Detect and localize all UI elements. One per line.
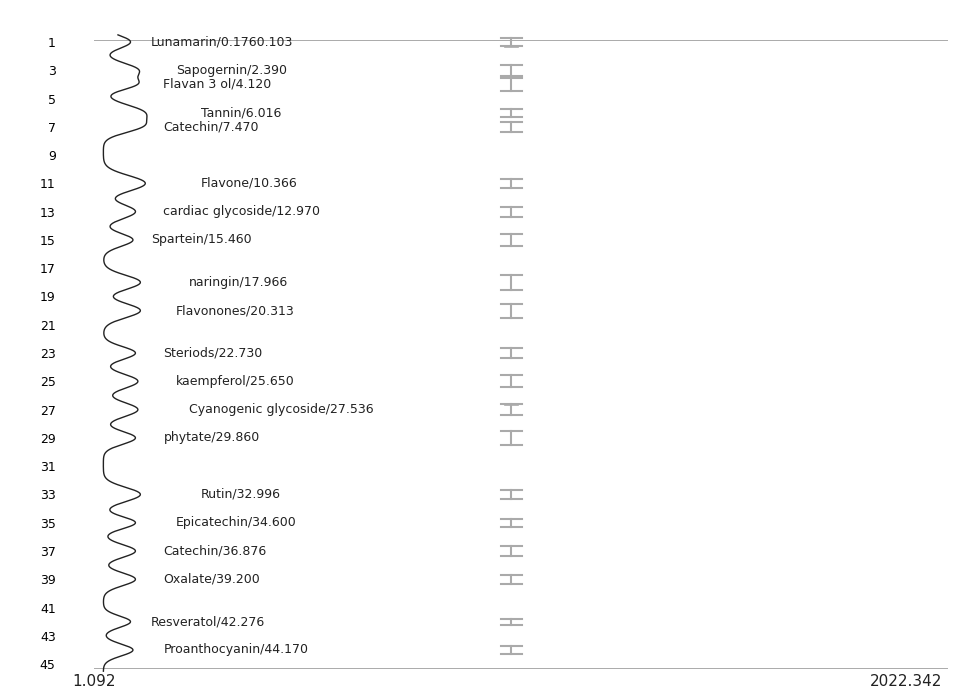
Text: phytate/29.860: phytate/29.860: [164, 432, 259, 444]
Text: Resveratol/42.276: Resveratol/42.276: [151, 615, 265, 628]
Text: Flavonones/20.313: Flavonones/20.313: [176, 304, 294, 317]
Text: Flavan 3 ol/4.120: Flavan 3 ol/4.120: [164, 78, 272, 91]
Text: Spartein/15.460: Spartein/15.460: [151, 234, 252, 247]
Text: Oxalate/39.200: Oxalate/39.200: [164, 573, 260, 586]
Text: Flavone/10.366: Flavone/10.366: [201, 177, 298, 190]
Text: 1.092: 1.092: [72, 674, 115, 689]
Text: cardiac glycoside/12.970: cardiac glycoside/12.970: [164, 205, 321, 218]
Text: Epicatechin/34.600: Epicatechin/34.600: [176, 516, 296, 529]
Text: Tannin/6.016: Tannin/6.016: [201, 106, 282, 119]
Text: Rutin/32.996: Rutin/32.996: [201, 488, 281, 501]
Text: 2022.342: 2022.342: [870, 674, 942, 689]
Text: Catechin/7.470: Catechin/7.470: [164, 120, 259, 133]
Text: Sapogernin/2.390: Sapogernin/2.390: [176, 64, 287, 76]
Text: Steriods/22.730: Steriods/22.730: [164, 347, 262, 359]
Text: kaempferol/25.650: kaempferol/25.650: [176, 375, 294, 388]
Text: Cyanogenic glycoside/27.536: Cyanogenic glycoside/27.536: [188, 403, 373, 416]
Text: Proanthocyanin/44.170: Proanthocyanin/44.170: [164, 644, 308, 657]
Text: Catechin/36.876: Catechin/36.876: [164, 544, 267, 557]
Text: naringin/17.966: naringin/17.966: [188, 276, 288, 289]
Text: Lunamarin/0.1760.103: Lunamarin/0.1760.103: [151, 35, 293, 49]
